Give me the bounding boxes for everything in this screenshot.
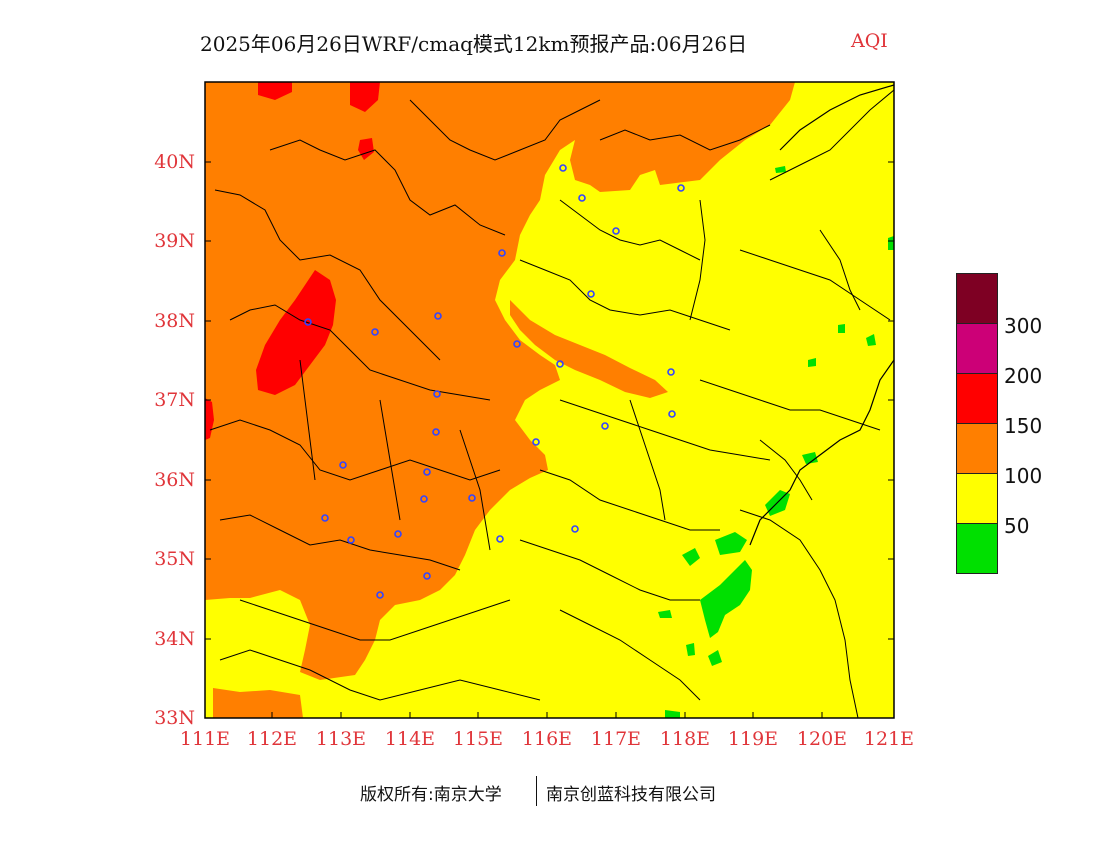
lon-label-112e: 112E (246, 728, 298, 750)
legend-label-150: 150 (1004, 414, 1043, 438)
station-marker (556, 360, 564, 368)
product-label: AQI (851, 30, 888, 52)
lat-label-37n: 37N (154, 389, 195, 411)
legend-swatch-hazardous (956, 273, 998, 324)
station-marker (371, 328, 379, 336)
lat-label-33n: 33N (154, 707, 195, 729)
legend-swatch-good (956, 523, 998, 574)
lat-label-39n: 39N (154, 230, 195, 252)
station-marker (376, 591, 384, 599)
lat-label-36n: 36N (154, 469, 195, 491)
station-marker (532, 438, 540, 446)
lon-label-120e: 120E (796, 728, 848, 750)
legend-label-50: 50 (1004, 514, 1030, 538)
lon-label-113e: 113E (315, 728, 367, 750)
copyright-text: 版权所有:南京大学 (360, 785, 502, 805)
legend-swatch-unhealthy (956, 373, 998, 424)
lat-label-34n: 34N (154, 628, 195, 650)
coastline (749, 84, 894, 546)
map-title: 2025年06月26日WRF/cmaq模式12km预报产品:06月26日 (200, 32, 748, 56)
station-marker (433, 390, 441, 398)
station-marker (612, 227, 620, 235)
station-marker (423, 572, 431, 580)
lon-label-121e: 121E (863, 728, 915, 750)
station-marker (339, 461, 347, 469)
station-marker (432, 428, 440, 436)
lat-label-40n: 40N (154, 151, 195, 173)
station-marker (668, 410, 676, 418)
station-marker (571, 525, 579, 533)
footer: 版权所有:南京大学 南京创蓝科技有限公司 (0, 776, 1100, 810)
station-marker (434, 312, 442, 320)
aqi-legend (956, 273, 998, 575)
legend-label-200: 200 (1004, 364, 1043, 388)
station-marker (496, 535, 504, 543)
station-marker (304, 318, 312, 326)
lon-label-118e: 118E (659, 728, 711, 750)
lon-label-116e: 116E (521, 728, 573, 750)
station-marker (578, 194, 586, 202)
station-marker (321, 514, 329, 522)
aqi-zone-unhealthy-sensitive (205, 82, 795, 680)
footer-divider (536, 776, 537, 806)
lat-label-38n: 38N (154, 310, 195, 332)
station-marker (394, 530, 402, 538)
station-marker (513, 340, 521, 348)
company-text: 南京创蓝科技有限公司 (546, 785, 716, 805)
lon-label-114e: 114E (384, 728, 436, 750)
admin-boundaries (209, 89, 894, 718)
lon-label-119e: 119E (727, 728, 779, 750)
aqi-zone-band (510, 300, 668, 398)
station-marker (559, 164, 567, 172)
aqi-zone-unhealthy (258, 82, 292, 100)
legend-label-100: 100 (1004, 464, 1043, 488)
station-marker (468, 494, 476, 502)
station-marker (667, 368, 675, 376)
station-marker (677, 184, 685, 192)
lon-label-111e: 111E (179, 728, 231, 750)
legend-label-300: 300 (1004, 314, 1043, 338)
station-markers (304, 164, 685, 599)
lon-label-117e: 117E (590, 728, 642, 750)
aqi-zone-good (700, 560, 752, 638)
station-marker (423, 468, 431, 476)
station-marker (601, 422, 609, 430)
axis-ticks (205, 161, 894, 718)
legend-swatch-very-unhealthy (956, 323, 998, 374)
lon-label-115e: 115E (452, 728, 504, 750)
station-marker (587, 290, 595, 298)
lat-label-35n: 35N (154, 548, 195, 570)
legend-swatch-moderate (956, 473, 998, 524)
station-marker (498, 249, 506, 257)
title-row: 2025年06月26日WRF/cmaq模式12km预报产品:06月26日 AQI (0, 28, 1100, 58)
station-marker (347, 536, 355, 544)
station-marker (420, 495, 428, 503)
legend-swatch-unhealthy-sensitive (956, 423, 998, 474)
